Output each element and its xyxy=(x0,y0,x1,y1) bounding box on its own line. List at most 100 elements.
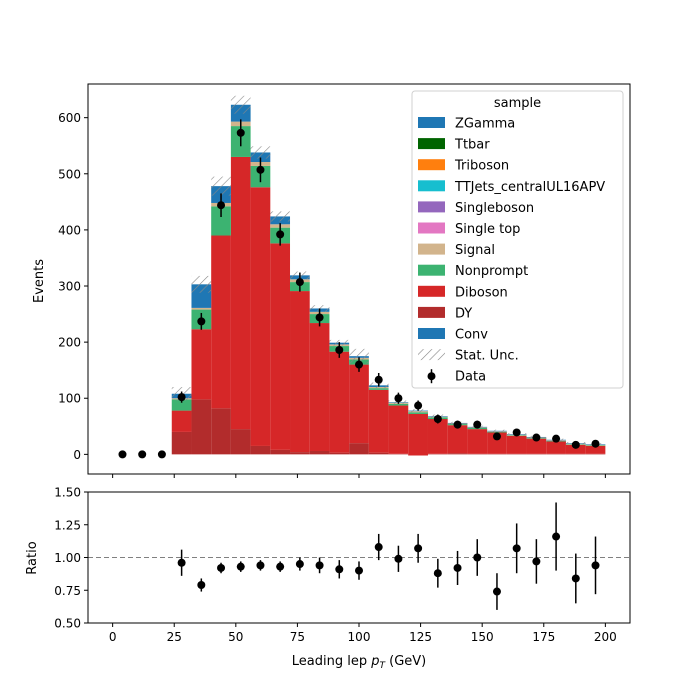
bar-dy-bin-14 xyxy=(388,453,409,455)
bar-dy-bin-23 xyxy=(565,453,586,455)
legend-swatch xyxy=(418,285,445,297)
x-axis-label: Leading lep pT (GeV) xyxy=(292,654,426,671)
data-point xyxy=(414,400,423,411)
x-tick-label: 100 xyxy=(348,630,371,644)
x-tick-label: 200 xyxy=(594,630,617,644)
legend-entry: Single top xyxy=(418,222,520,237)
data-marker xyxy=(492,432,501,441)
bar-diboson-bin-18 xyxy=(467,429,488,454)
legend-label: ZGamma xyxy=(455,117,515,132)
bar-diboson-bin-19 xyxy=(487,432,507,454)
legend: sample ZGamma Ttbar Triboson TTJets_centralU… xyxy=(411,90,624,389)
bar-diboson-bin-23 xyxy=(565,444,586,454)
data-marker xyxy=(315,313,324,322)
data-marker xyxy=(473,420,482,429)
legend-entry: DY xyxy=(418,306,472,321)
ratio-marker xyxy=(295,560,304,569)
ratio-marker xyxy=(335,565,344,574)
ratio-point xyxy=(453,550,462,586)
data-marker xyxy=(236,128,245,137)
data-marker xyxy=(394,394,403,403)
bar-diboson-bin-9 xyxy=(290,291,310,453)
ratio-marker xyxy=(394,554,403,563)
ratio-point xyxy=(571,553,580,604)
bar-nonprompt-bin-3 xyxy=(171,399,192,411)
bar-nonprompt-bin-15 xyxy=(408,412,428,414)
stat-unc-bin-19 xyxy=(487,429,507,432)
ratio-marker xyxy=(217,563,226,572)
bar-dy-bin-5 xyxy=(211,408,231,455)
bar-dy-bin-6 xyxy=(230,429,251,455)
stat-unc-bin-8 xyxy=(270,211,291,222)
legend-entry: ZGamma xyxy=(418,117,515,132)
ratio-marker xyxy=(414,544,423,553)
ratio-marker xyxy=(256,561,265,570)
data-point xyxy=(315,308,324,327)
bar-signal-bin-4 xyxy=(191,307,212,310)
main-x-ticks xyxy=(112,474,606,478)
ratio-marker xyxy=(532,557,541,566)
legend-label: Nonprompt xyxy=(455,264,528,279)
ratio-point xyxy=(335,560,344,579)
ratio-point xyxy=(355,561,363,580)
legend-swatch xyxy=(418,117,445,128)
legend-swatch xyxy=(418,306,445,318)
bar-diboson-bin-21 xyxy=(526,438,547,454)
bar-dy-bin-12 xyxy=(349,443,369,455)
ratio-y-tick-label: 0.75 xyxy=(54,584,81,598)
ratio-point xyxy=(197,578,206,592)
ratio-marker xyxy=(591,561,600,570)
ratio-marker xyxy=(197,581,206,590)
data-marker xyxy=(512,428,521,437)
bar-diboson-bin-5 xyxy=(211,235,231,409)
ratio-point xyxy=(256,560,265,571)
ratio-point xyxy=(492,573,501,610)
ratio-points xyxy=(177,502,600,610)
data-point xyxy=(552,434,561,443)
legend-label: Data xyxy=(455,370,486,385)
data-marker xyxy=(295,278,304,287)
bar-diboson-bin-6 xyxy=(230,156,251,430)
bar-dy-bin-10 xyxy=(309,450,330,455)
y-tick-label: 500 xyxy=(58,167,81,181)
data-points xyxy=(118,119,600,459)
ratio-marker xyxy=(236,562,245,571)
ratio-panel: 0.50 0.75 1.00 1.25 1.50 0 25 50 75 100 125 150 175… xyxy=(25,486,631,671)
x-tick-label: 75 xyxy=(290,630,305,644)
main-panel: 0 100 200 300 400 500 600 Events sample ZGamma T… xyxy=(32,83,631,478)
ratio-marker xyxy=(552,532,561,541)
data-marker xyxy=(571,440,580,449)
data-marker xyxy=(197,317,206,326)
data-marker xyxy=(433,415,442,424)
legend-entry: Nonprompt xyxy=(418,264,528,279)
bar-diboson-bin-13 xyxy=(368,389,389,453)
ratio-point xyxy=(236,561,245,572)
ratio-y-tick-label: 0.50 xyxy=(54,617,81,631)
data-point xyxy=(177,391,186,403)
bar-diboson-bin-4 xyxy=(191,329,212,400)
data-marker xyxy=(355,360,363,369)
bar-diboson-bin-7 xyxy=(250,187,271,446)
legend-label: Singleboson xyxy=(455,201,534,216)
bar-diboson-bin-24 xyxy=(585,445,606,454)
data-point xyxy=(433,414,442,424)
bar-dy-bin-18 xyxy=(467,453,488,455)
ratio-point xyxy=(414,533,423,563)
legend-swatch xyxy=(418,243,445,255)
ratio-marker xyxy=(433,569,442,578)
data-point xyxy=(197,312,206,330)
main-y-axis-label: Events xyxy=(32,259,47,303)
data-point xyxy=(217,193,226,217)
stat-unc-bin-7 xyxy=(250,146,271,159)
data-marker xyxy=(256,165,265,174)
legend-label: DY xyxy=(455,306,472,321)
legend-label: Triboson xyxy=(454,159,509,174)
legend-swatch xyxy=(418,138,445,150)
ratio-point xyxy=(591,536,600,595)
stat-unc-bin-6 xyxy=(230,95,251,114)
data-point xyxy=(295,272,304,292)
data-point xyxy=(256,157,265,183)
bar-dy-bin-8 xyxy=(270,449,291,455)
data-marker xyxy=(157,450,166,459)
x-tick-label: 125 xyxy=(409,630,432,644)
